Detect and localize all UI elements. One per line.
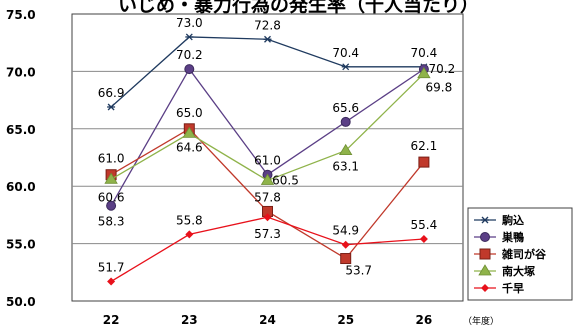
data-label: 61.0: [254, 154, 281, 168]
data-label: 65.6: [332, 101, 359, 115]
data-point: [340, 116, 351, 127]
data-point: [481, 216, 489, 224]
x-axis-label: （年度）: [463, 315, 499, 327]
legend-label: 巣鴨: [501, 230, 524, 244]
y-tick-label: 65.0: [6, 123, 36, 137]
data-label: 66.9: [98, 86, 125, 100]
series-4: 60.6 64.6 60.5 63.1 69.8: [98, 66, 453, 204]
data-point: [182, 126, 197, 138]
data-label: 70.2: [176, 48, 203, 62]
y-tick-label: 75.0: [6, 8, 36, 22]
series-1: 66.9 73.0 72.8 70.4 70.4: [98, 16, 438, 111]
x-tick-label: 22: [103, 313, 120, 327]
plot-area: [71, 13, 464, 302]
data-point: [481, 284, 489, 292]
data-label: 65.0: [176, 106, 203, 120]
data-point: [340, 253, 352, 265]
data-point: [185, 33, 193, 41]
data-label: 63.1: [332, 160, 359, 174]
data-point: [478, 264, 492, 276]
data-label: 58.3: [98, 215, 125, 229]
data-point: [479, 248, 491, 260]
legend-item: 巣鴨: [474, 230, 524, 244]
legend-label: 千早: [502, 281, 524, 295]
data-label: 55.4: [411, 218, 438, 232]
series-line: [110, 36, 424, 108]
data-point: [480, 232, 490, 242]
data-point: [107, 103, 115, 111]
data-label: 51.7: [98, 260, 125, 274]
data-label: 72.8: [254, 18, 281, 32]
data-point: [338, 143, 353, 156]
legend-label: 南大塚: [502, 264, 535, 278]
data-label: 53.7: [345, 264, 372, 278]
data-point: [107, 277, 116, 286]
data-point: [185, 230, 194, 239]
y-tick-label: 55.0: [6, 238, 36, 252]
data-label: 64.6: [176, 140, 203, 154]
x-tick-label: 23: [181, 313, 198, 327]
data-point: [264, 35, 271, 43]
chart-title: いじめ・暴力行為の発生率（千人当たり）: [118, 0, 480, 16]
x-tick-label: 26: [416, 313, 433, 327]
data-label: 60.6: [98, 190, 125, 204]
data-label: 60.5: [272, 173, 299, 187]
data-point: [342, 63, 350, 71]
data-point: [418, 156, 430, 168]
data-label: 70.4: [411, 46, 438, 60]
series-line: [110, 67, 425, 207]
x-tick-label: 25: [337, 313, 354, 327]
data-point: [263, 213, 272, 222]
legend-item: 南大塚: [474, 264, 535, 278]
data-label: 62.1: [411, 139, 438, 153]
data-label: 61.0: [98, 152, 125, 166]
data-point: [417, 66, 431, 79]
data-label: 69.8: [426, 81, 453, 95]
data-label: 57.3: [254, 227, 281, 241]
data-point: [104, 172, 118, 184]
series-3: 61.0 65.0 57.8 53.7 62.1: [98, 106, 438, 278]
y-tick-label: 60.0: [6, 180, 36, 194]
data-label: 70.4: [332, 46, 359, 60]
data-label: 55.8: [176, 213, 203, 227]
data-point: [260, 173, 275, 185]
y-tick-label: 50.0: [6, 295, 36, 309]
legend-item: 駒込: [474, 213, 524, 227]
legend-label: 雑司が谷: [501, 247, 547, 261]
data-label: 73.0: [176, 16, 203, 30]
series-5: 51.7 55.8 57.3 54.9 55.4: [98, 213, 438, 286]
legend-label: 駒込: [502, 213, 524, 227]
y-tick-label: 70.0: [6, 65, 36, 79]
data-point: [184, 64, 195, 75]
data-label: 54.9: [332, 224, 359, 238]
data-point: [341, 240, 350, 249]
data-point: [419, 235, 428, 244]
x-tick-label: 24: [259, 313, 276, 327]
legend-item: 雑司が谷: [474, 247, 547, 261]
data-label: 70.2: [429, 62, 456, 76]
legend-item: 千早: [474, 281, 524, 295]
data-label: 57.8: [254, 190, 281, 204]
data-point: [106, 200, 117, 211]
